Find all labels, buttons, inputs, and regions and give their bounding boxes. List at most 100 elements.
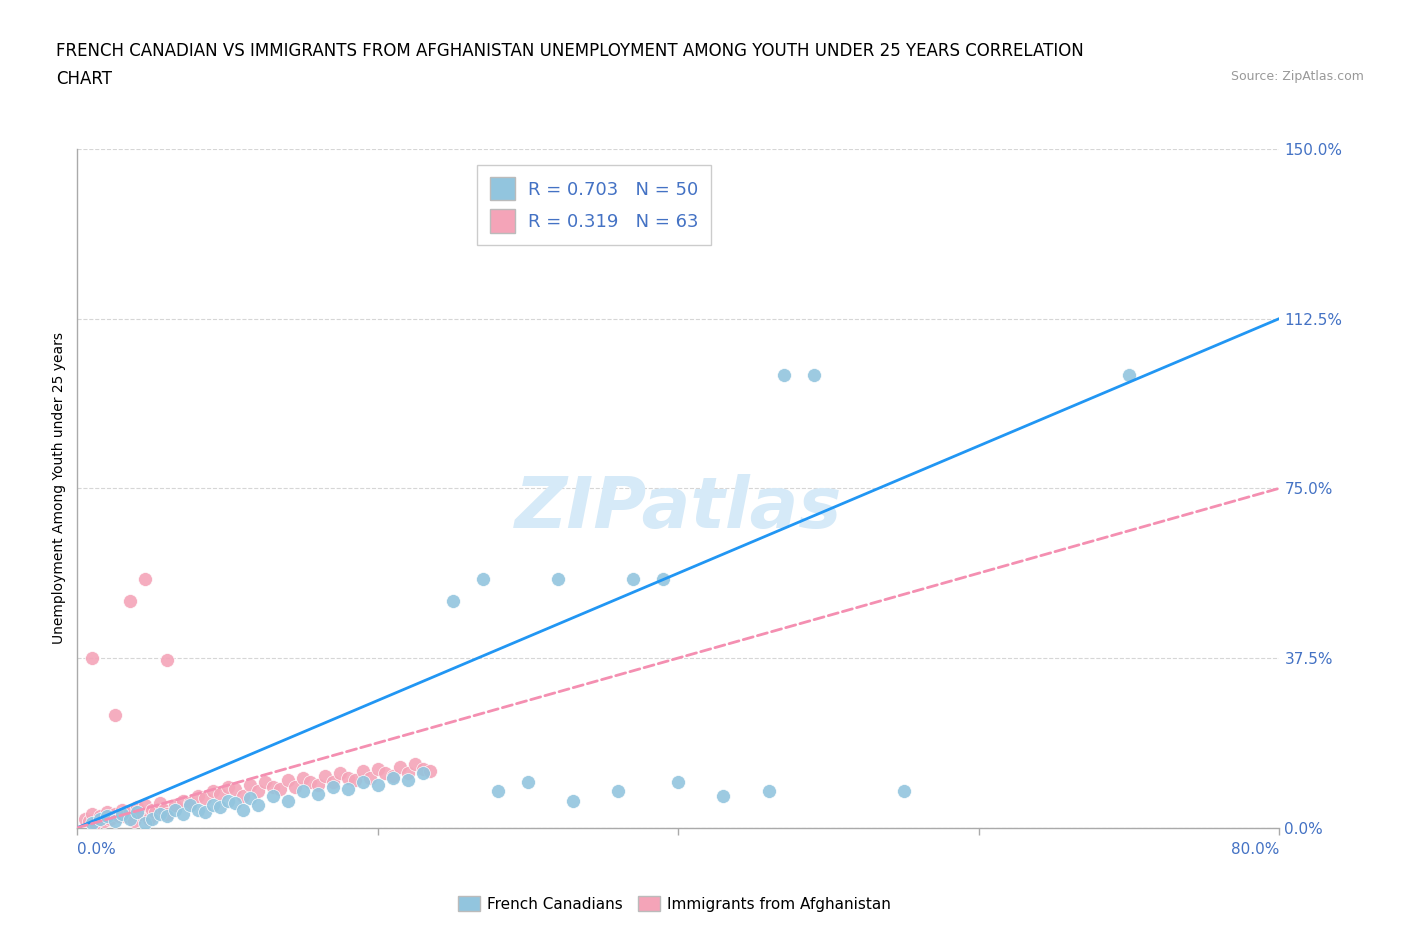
Point xyxy=(201,784,224,799)
Point xyxy=(329,766,352,781)
Point xyxy=(89,809,111,824)
Point xyxy=(713,789,735,804)
Point xyxy=(621,571,644,586)
Point xyxy=(291,784,314,799)
Point xyxy=(224,782,246,797)
Point xyxy=(307,787,329,802)
Point xyxy=(254,775,277,790)
Point xyxy=(114,809,136,824)
Point xyxy=(486,784,509,799)
Point xyxy=(141,811,163,826)
Point xyxy=(82,806,104,821)
Legend: R = 0.703   N = 50, R = 0.319   N = 63: R = 0.703 N = 50, R = 0.319 N = 63 xyxy=(478,165,711,246)
Point xyxy=(547,571,569,586)
Text: FRENCH CANADIAN VS IMMIGRANTS FROM AFGHANISTAN UNEMPLOYMENT AMONG YOUTH UNDER 25: FRENCH CANADIAN VS IMMIGRANTS FROM AFGHA… xyxy=(56,42,1084,60)
Point xyxy=(134,798,156,813)
Point xyxy=(352,775,374,790)
Point xyxy=(239,790,262,805)
Point xyxy=(201,798,224,813)
Point xyxy=(118,594,141,609)
Point xyxy=(186,789,209,804)
Point xyxy=(374,766,396,781)
Point xyxy=(277,793,299,808)
Text: Source: ZipAtlas.com: Source: ZipAtlas.com xyxy=(1230,70,1364,83)
Point xyxy=(104,814,127,829)
Point xyxy=(336,782,359,797)
Point xyxy=(419,764,441,778)
Point xyxy=(118,804,141,819)
Point xyxy=(127,804,149,819)
Point xyxy=(893,784,915,799)
Point xyxy=(1118,367,1140,382)
Point xyxy=(194,790,217,805)
Point xyxy=(336,770,359,785)
Point xyxy=(262,789,284,804)
Point xyxy=(314,768,336,783)
Point xyxy=(104,707,127,722)
Point xyxy=(607,784,630,799)
Point xyxy=(389,759,412,774)
Point xyxy=(179,798,201,813)
Point xyxy=(284,779,307,794)
Point xyxy=(209,787,232,802)
Point xyxy=(186,803,209,817)
Point xyxy=(277,773,299,788)
Point xyxy=(396,773,419,788)
Point xyxy=(217,793,239,808)
Point xyxy=(352,764,374,778)
Legend: French Canadians, Immigrants from Afghanistan: French Canadians, Immigrants from Afghan… xyxy=(453,889,897,918)
Point xyxy=(111,803,134,817)
Point xyxy=(79,814,101,829)
Point xyxy=(772,367,794,382)
Point xyxy=(156,809,179,824)
Point xyxy=(246,784,269,799)
Point xyxy=(96,804,118,819)
Point xyxy=(472,571,495,586)
Point xyxy=(118,811,141,826)
Point xyxy=(367,762,389,777)
Point xyxy=(100,811,122,826)
Point xyxy=(322,779,344,794)
Point xyxy=(803,367,825,382)
Point xyxy=(262,779,284,794)
Point xyxy=(96,809,118,824)
Point xyxy=(124,814,146,829)
Point xyxy=(73,811,96,826)
Point xyxy=(239,777,262,792)
Point xyxy=(104,806,127,821)
Text: CHART: CHART xyxy=(56,70,112,87)
Point xyxy=(209,800,232,815)
Text: ZIPatlas: ZIPatlas xyxy=(515,474,842,543)
Point xyxy=(138,811,160,826)
Point xyxy=(367,777,389,792)
Point xyxy=(89,811,111,826)
Point xyxy=(652,571,675,586)
Text: 80.0%: 80.0% xyxy=(1232,842,1279,857)
Point xyxy=(269,782,291,797)
Point xyxy=(163,803,186,817)
Point xyxy=(246,798,269,813)
Point xyxy=(441,594,464,609)
Point xyxy=(299,775,322,790)
Point xyxy=(108,809,131,824)
Point xyxy=(156,806,179,821)
Point xyxy=(172,806,194,821)
Point xyxy=(412,766,434,781)
Point xyxy=(179,795,201,810)
Point xyxy=(111,806,134,821)
Point xyxy=(141,803,163,817)
Point xyxy=(562,793,585,808)
Y-axis label: Unemployment Among Youth under 25 years: Unemployment Among Youth under 25 years xyxy=(52,332,66,644)
Point xyxy=(134,571,156,586)
Point xyxy=(381,768,404,783)
Point xyxy=(668,775,690,790)
Point xyxy=(517,775,540,790)
Text: 0.0%: 0.0% xyxy=(77,842,117,857)
Point xyxy=(82,816,104,830)
Point xyxy=(156,653,179,668)
Point xyxy=(172,793,194,808)
Point xyxy=(359,770,381,785)
Point xyxy=(412,762,434,777)
Point xyxy=(232,803,254,817)
Point xyxy=(194,804,217,819)
